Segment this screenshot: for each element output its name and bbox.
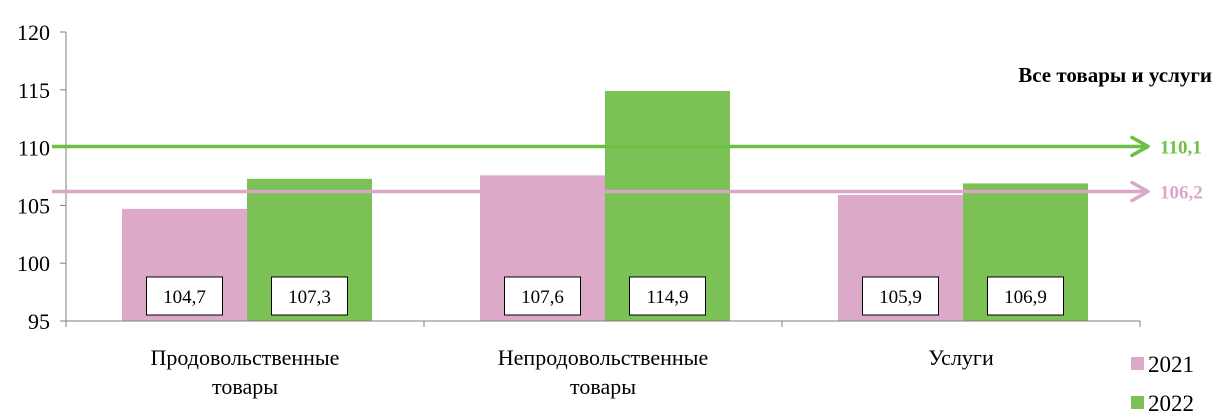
category-label-1-line-0: Непродовольственные — [498, 345, 708, 370]
data-label-box-2021-0 — [146, 276, 223, 316]
data-label-2022-2: 106,9 — [1004, 287, 1047, 308]
data-label-box-2022-1 — [629, 276, 706, 316]
reference-lines-layer: 110,1 106,2 — [52, 135, 1203, 204]
bars-layer — [122, 90, 1088, 322]
category-label-2-line-0: Услуги — [928, 345, 994, 370]
data-label-2021-2: 105,9 — [879, 287, 922, 308]
category-label-0-line-1: товары — [212, 374, 278, 399]
legend-swatch-2022 — [1131, 396, 1144, 409]
y-tick-label-95: 95 — [28, 309, 50, 334]
reference-arrow-2021 — [1130, 180, 1150, 203]
reference-value-2021: 106,2 — [1160, 183, 1203, 204]
data-label-2021-0: 104,7 — [163, 287, 206, 308]
y-tick-label-120: 120 — [17, 20, 50, 45]
y-tick-label-100: 100 — [17, 251, 50, 276]
data-label-2022-1: 114,9 — [646, 287, 688, 308]
data-label-box-2021-1 — [504, 276, 581, 316]
data-label-box-2022-2 — [987, 276, 1064, 316]
data-labels-layer: 104,7 107,6 105,9 107,3 114,9 106,9 — [146, 276, 1064, 316]
legend: 2021 2022 — [1131, 352, 1194, 416]
data-label-box-2022-0 — [271, 276, 348, 316]
data-label-2021-1: 107,6 — [521, 287, 564, 308]
y-tick-label-105: 105 — [17, 193, 50, 218]
y-tick-label-115: 115 — [18, 78, 50, 103]
category-label-0-line-0: Продовольственные — [151, 345, 340, 370]
data-label-2022-0: 107,3 — [288, 287, 331, 308]
reference-arrow-2022 — [1130, 135, 1150, 158]
reference-value-2022: 110,1 — [1160, 137, 1202, 158]
legend-label-2022: 2022 — [1148, 391, 1194, 416]
category-label-1-line-1: товары — [570, 374, 636, 399]
reference-title: Все товары и услуги — [1018, 63, 1212, 87]
data-label-box-2021-2 — [862, 276, 939, 316]
y-tick-label-110: 110 — [18, 136, 50, 161]
legend-swatch-2021 — [1131, 357, 1144, 370]
legend-label-2021: 2021 — [1148, 352, 1194, 377]
axes-layer: 95 100 105 110 115 120 Продовольственные товары… — [17, 20, 1141, 399]
